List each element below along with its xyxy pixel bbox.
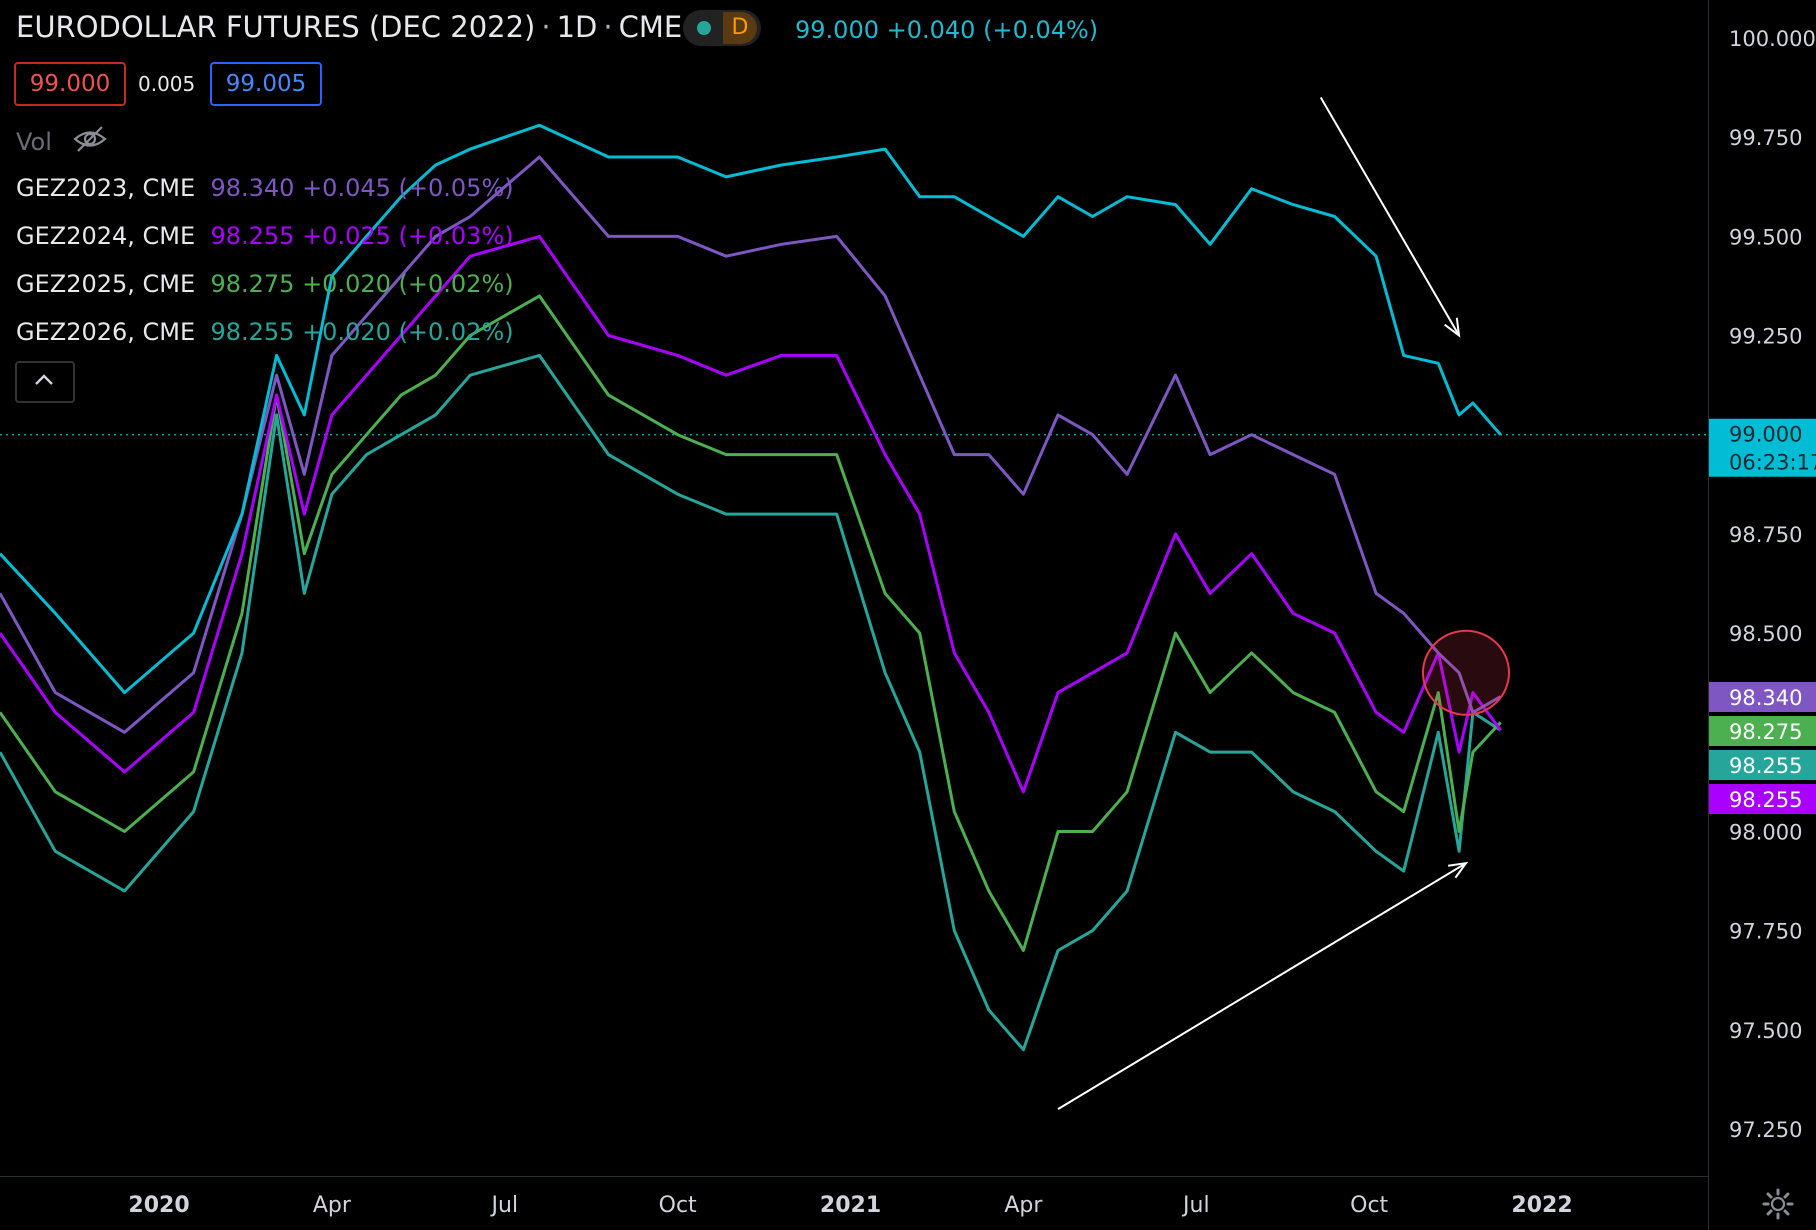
x-tick-label: 2020 [128, 1193, 189, 1218]
legend-symbol: GEZ2026, CME [16, 318, 196, 346]
series-line [0, 155, 1502, 734]
settings-gear-icon[interactable] [1762, 1188, 1794, 1220]
legend-change: +0.020 [302, 270, 391, 298]
price-tag [1709, 682, 1816, 712]
x-tick-label: Oct [659, 1193, 697, 1218]
price-tag [1709, 750, 1816, 780]
price-tag [1709, 418, 1816, 477]
title-dot: · [541, 10, 551, 44]
y-tick-label: 100.000 [1729, 27, 1816, 51]
trend-arrow-line [1319, 97, 1460, 337]
series-line [0, 234, 1502, 794]
legend-row[interactable]: GEZ2026, CME 98.255 +0.020 (+0.02%) [16, 318, 514, 346]
x-tick-label: Apr [1004, 1193, 1043, 1218]
price-tag-value: 99.000 [1729, 423, 1802, 447]
y-tick-label: 98.000 [1729, 820, 1802, 844]
legend-symbol: GEZ2024, CME [16, 222, 196, 250]
hidden-eye-icon[interactable] [72, 124, 108, 154]
title-dot: · [603, 10, 613, 44]
x-tick-label: Jul [490, 1193, 519, 1218]
legend-pct: (+0.05%) [398, 174, 514, 202]
exchange-label: CME [618, 10, 683, 44]
header-change: +0.040 [886, 16, 976, 44]
legend-symbol: GEZ2023, CME [16, 174, 196, 202]
legend-pct: (+0.02%) [398, 318, 514, 346]
legend-row[interactable]: GEZ2024, CME 98.255 +0.025 (+0.03%) [16, 222, 514, 250]
legend-symbol: GEZ2025, CME [16, 270, 196, 298]
spread-value: 0.005 [138, 72, 196, 96]
y-tick-label: 99.250 [1729, 325, 1802, 349]
collapse-legend-button[interactable] [15, 361, 75, 403]
price-tag-value: 98.340 [1729, 686, 1802, 710]
y-tick-label: 98.750 [1729, 523, 1802, 547]
y-tick-label: 97.500 [1729, 1019, 1802, 1043]
series-line [0, 353, 1502, 1052]
chart-title: EURODOLLAR FUTURES (DEC 2022) · 1D · CME [16, 10, 682, 44]
price-tag-value: 98.255 [1729, 788, 1802, 812]
legend-value: 98.340 [210, 174, 295, 202]
highlight-circle [1421, 629, 1510, 716]
legend-pct: (+0.03%) [398, 222, 514, 250]
market-open-dot-icon [697, 21, 711, 35]
legend-change: +0.020 [302, 318, 391, 346]
chevron-up-icon [35, 374, 53, 385]
x-tick-label: 2022 [1511, 1193, 1572, 1218]
legend-change: +0.045 [302, 174, 391, 202]
x-tick-label: Oct [1350, 1193, 1388, 1218]
time-axis-border [0, 1176, 1708, 1177]
price-axis-border [1708, 0, 1709, 1230]
interval-label: 1D [556, 10, 598, 44]
trend-arrow-head [1444, 317, 1461, 338]
header-quote: 99.000 +0.040 (+0.04%) [795, 16, 1098, 44]
price-tag [1709, 784, 1816, 814]
legend-change: +0.025 [302, 222, 391, 250]
legend-pct: (+0.02%) [398, 270, 514, 298]
bar-countdown: 06:23:17 [1729, 451, 1816, 475]
y-tick-label: 98.500 [1729, 622, 1802, 646]
legend-value: 98.275 [210, 270, 295, 298]
price-tag-value: 98.255 [1729, 754, 1802, 778]
price-tag [1709, 716, 1816, 746]
y-tick-label: 97.750 [1729, 920, 1802, 944]
sell-price-button[interactable]: 99.000 [14, 62, 126, 106]
legend-value: 98.255 [210, 318, 295, 346]
trend-arrow-line [1057, 862, 1467, 1111]
series-line [0, 123, 1502, 695]
volume-label: Vol [16, 128, 52, 156]
buy-price-button[interactable]: 99.005 [210, 62, 322, 106]
price-tag-value: 98.275 [1729, 720, 1802, 744]
legend-row[interactable]: GEZ2023, CME 98.340 +0.045 (+0.05%) [16, 174, 514, 202]
header-change-pct: (+0.04%) [983, 16, 1099, 44]
symbol-name: EURODOLLAR FUTURES (DEC 2022) [16, 10, 536, 44]
legend-value: 98.255 [210, 222, 295, 250]
x-tick-label: 2021 [820, 1193, 881, 1218]
legend-row[interactable]: GEZ2025, CME 98.275 +0.020 (+0.02%) [16, 270, 514, 298]
header-price: 99.000 [795, 16, 879, 44]
y-tick-label: 99.750 [1729, 126, 1802, 150]
x-tick-label: Jul [1181, 1193, 1210, 1218]
y-tick-label: 99.500 [1729, 225, 1802, 249]
x-tick-label: Apr [313, 1193, 352, 1218]
market-status-pill[interactable]: D [683, 10, 761, 46]
delayed-badge[interactable]: D [723, 12, 757, 44]
series-line [0, 294, 1502, 952]
y-tick-label: 97.250 [1729, 1118, 1802, 1142]
trend-arrow-head [1448, 861, 1469, 879]
